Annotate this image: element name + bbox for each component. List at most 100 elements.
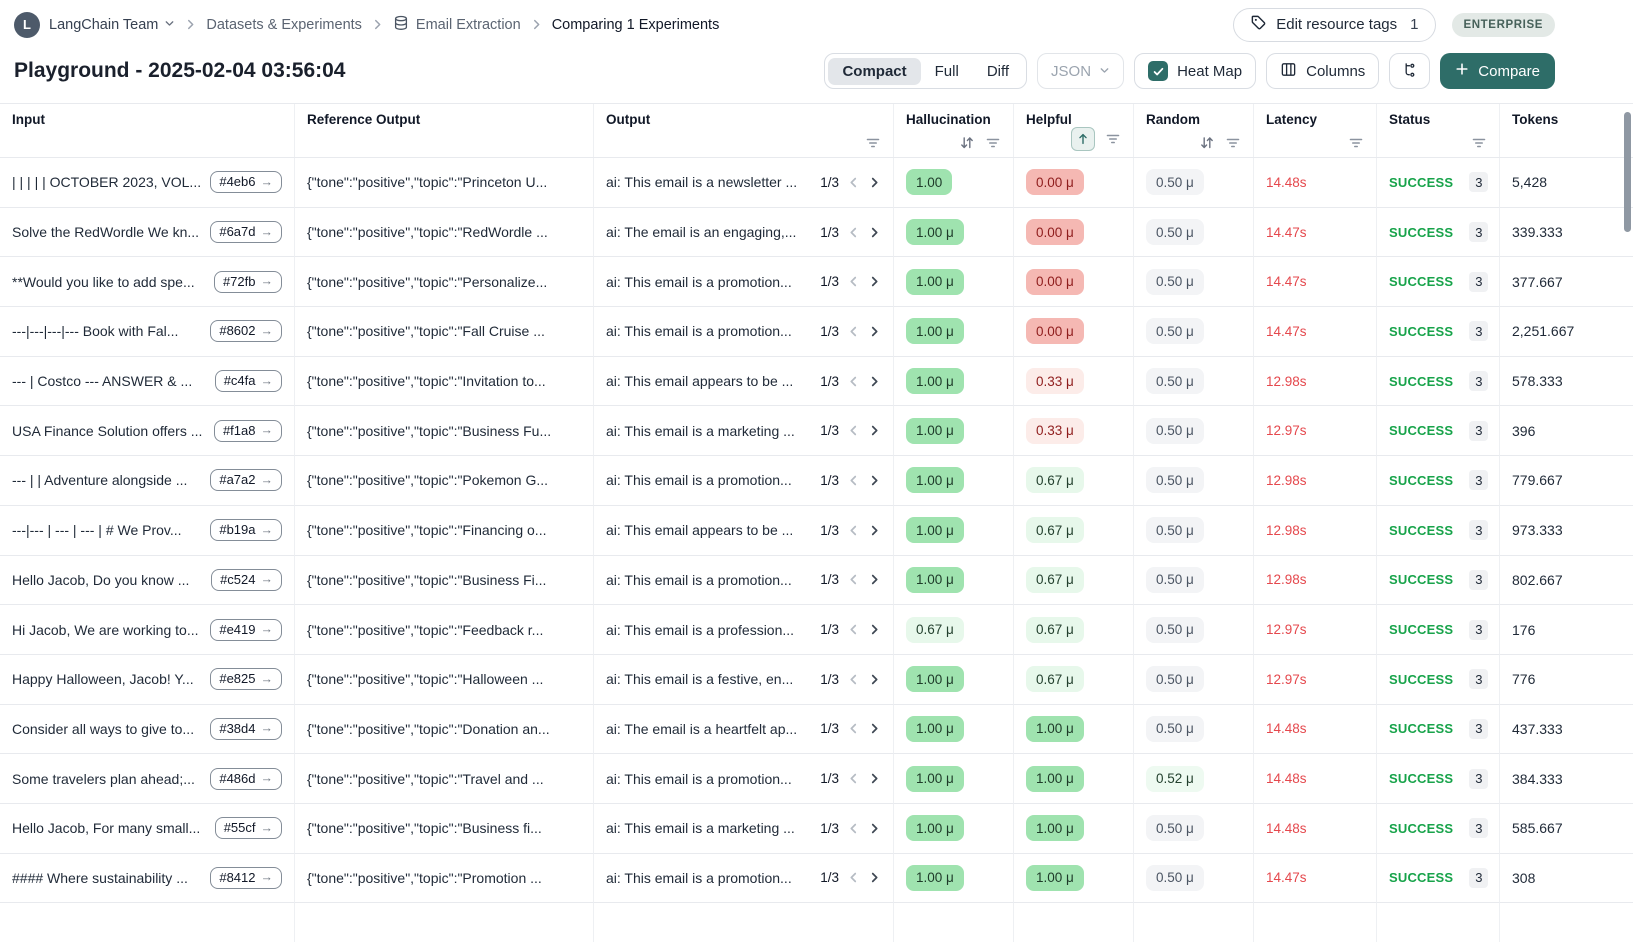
prev-output-icon[interactable]: [847, 375, 860, 388]
filter-icon[interactable]: [865, 135, 881, 151]
next-output-icon[interactable]: [868, 375, 881, 388]
helpful-badge: 0.67 μ: [1026, 467, 1084, 494]
filter-icon[interactable]: [1348, 135, 1364, 151]
table-row[interactable]: USA Finance Solution offers ... #f1a8 → {"t…: [0, 406, 1633, 457]
prev-output-icon[interactable]: [847, 822, 860, 835]
hallucination-badge: 1.00 μ: [906, 219, 964, 246]
table-row[interactable]: ---|--- | --- | --- | # We Prov... #b19a →…: [0, 505, 1633, 556]
vertical-scrollbar[interactable]: [1624, 112, 1631, 232]
filter-icon[interactable]: [985, 135, 1001, 151]
next-output-icon[interactable]: [868, 524, 881, 537]
next-output-icon[interactable]: [868, 325, 881, 338]
empty-cell: [295, 903, 594, 942]
next-output-icon[interactable]: [868, 176, 881, 189]
next-output-icon[interactable]: [868, 722, 881, 735]
tokens-cell: 2,251.667: [1500, 307, 1633, 357]
table-row[interactable]: --- | Costco --- ANSWER & ... #c4fa → {"ton…: [0, 356, 1633, 407]
input-id-badge[interactable]: #8602 →: [210, 320, 282, 343]
input-id-badge[interactable]: #c524 →: [211, 568, 282, 591]
sort-asc-active-icon[interactable]: [1071, 127, 1095, 151]
sort-icon[interactable]: [1199, 135, 1215, 151]
input-id-badge[interactable]: #e825 →: [210, 668, 282, 691]
prev-output-icon[interactable]: [847, 176, 860, 189]
tokens-value: 578.333: [1512, 373, 1563, 390]
plus-icon: [1455, 62, 1469, 80]
tree-view-button[interactable]: [1389, 53, 1431, 89]
table-row[interactable]: Hello Jacob, For many small... #55cf → {"to…: [0, 803, 1633, 854]
prev-output-icon[interactable]: [847, 623, 860, 636]
column-label: Reference Output: [307, 112, 421, 127]
prev-output-icon[interactable]: [847, 871, 860, 884]
next-output-icon[interactable]: [868, 871, 881, 884]
prev-output-icon[interactable]: [847, 673, 860, 686]
reference-output-cell: {"tone":"positive","topic":"Pokemon G...: [295, 456, 594, 506]
next-output-icon[interactable]: [868, 822, 881, 835]
table-row[interactable]: Hello Jacob, Do you know ... #c524 → {"tone…: [0, 555, 1633, 606]
input-id-badge[interactable]: #f1a8 →: [213, 419, 282, 442]
filter-icon[interactable]: [1471, 135, 1487, 151]
next-output-icon[interactable]: [868, 275, 881, 288]
table-row[interactable]: **Would you like to add spe... #72fb → {"to…: [0, 257, 1633, 308]
breadcrumb-dataset[interactable]: Email Extraction: [393, 15, 521, 35]
filter-icon[interactable]: [1225, 135, 1241, 151]
breadcrumb-datasets[interactable]: Datasets & Experiments: [206, 16, 362, 33]
next-output-icon[interactable]: [868, 623, 881, 636]
sort-icon[interactable]: [959, 135, 975, 151]
table-row[interactable]: Solve the RedWordle We kn... #6a7d → {"tone…: [0, 207, 1633, 258]
next-output-icon[interactable]: [868, 772, 881, 785]
input-id-badge[interactable]: #38d4 →: [210, 717, 282, 740]
input-id-badge[interactable]: #55cf →: [214, 817, 282, 840]
next-output-icon[interactable]: [868, 424, 881, 437]
prev-output-icon[interactable]: [847, 722, 860, 735]
next-output-icon[interactable]: [868, 573, 881, 586]
team-switcher[interactable]: LangChain Team: [49, 17, 175, 33]
columns-icon: [1280, 61, 1297, 82]
random-cell: 0.50 μ: [1134, 853, 1254, 904]
table-row[interactable]: Some travelers plan ahead;... #486d → {"ton…: [0, 754, 1633, 804]
helpful-badge: 1.00 μ: [1026, 815, 1084, 842]
hallucination-cell: 1.00: [894, 158, 1014, 208]
columns-label: Columns: [1306, 62, 1366, 80]
input-id-badge[interactable]: #72fb →: [213, 270, 282, 293]
random-cell: 0.50 μ: [1134, 356, 1254, 407]
next-output-icon[interactable]: [868, 474, 881, 487]
view-mode-diff[interactable]: Diff: [973, 58, 1023, 85]
checkbox-checked-icon: [1148, 61, 1169, 81]
next-output-icon[interactable]: [868, 226, 881, 239]
prev-output-icon[interactable]: [847, 325, 860, 338]
next-output-icon[interactable]: [868, 673, 881, 686]
edit-resource-tags-label: Edit resource tags: [1276, 16, 1398, 33]
columns-button[interactable]: Columns: [1266, 53, 1380, 89]
filter-icon[interactable]: [1105, 131, 1121, 147]
prev-output-icon[interactable]: [847, 573, 860, 586]
input-id-badge[interactable]: #8412 →: [210, 866, 282, 889]
prev-output-icon[interactable]: [847, 424, 860, 437]
table-row[interactable]: Hi Jacob, We are working to... #e419 → {"to…: [0, 605, 1633, 655]
table-row[interactable]: Consider all ways to give to... #38d4 → {"t…: [0, 704, 1633, 755]
input-id-badge[interactable]: #a7a2 →: [210, 469, 282, 492]
input-id-badge[interactable]: #c4fa →: [214, 370, 282, 393]
view-mode-compact[interactable]: Compact: [828, 57, 921, 85]
input-id-badge[interactable]: #e419 →: [210, 618, 282, 641]
input-id-badge[interactable]: #486d →: [210, 767, 282, 790]
input-id-badge[interactable]: #4eb6 →: [210, 171, 282, 194]
arrow-right-icon: →: [260, 373, 274, 388]
table-row[interactable]: --- | | Adventure alongside ... #a7a2 → {"t…: [0, 456, 1633, 506]
input-id-badge[interactable]: #b19a →: [210, 519, 282, 542]
prev-output-icon[interactable]: [847, 474, 860, 487]
table-row[interactable]: ---|---|---|--- Book with Fal... #8602 → {"…: [0, 307, 1633, 357]
edit-resource-tags-button[interactable]: Edit resource tags 1: [1233, 7, 1436, 42]
format-dropdown[interactable]: JSON: [1037, 53, 1125, 89]
table-row[interactable]: #### Where sustainability ... #8412 → {"ton…: [0, 853, 1633, 904]
table-row[interactable]: Happy Halloween, Jacob! Y... #e825 → {"tone…: [0, 654, 1633, 705]
prev-output-icon[interactable]: [847, 524, 860, 537]
prev-output-icon[interactable]: [847, 226, 860, 239]
compare-button[interactable]: Compare: [1440, 53, 1555, 89]
team-avatar[interactable]: L: [14, 11, 40, 38]
input-id-badge[interactable]: #6a7d →: [210, 221, 282, 244]
heat-map-toggle[interactable]: Heat Map: [1134, 53, 1257, 89]
view-mode-full[interactable]: Full: [921, 58, 973, 85]
prev-output-icon[interactable]: [847, 772, 860, 785]
prev-output-icon[interactable]: [847, 275, 860, 288]
table-row[interactable]: | | | | | OCTOBER 2023, VOL... #4eb6 → {"to…: [0, 158, 1633, 208]
